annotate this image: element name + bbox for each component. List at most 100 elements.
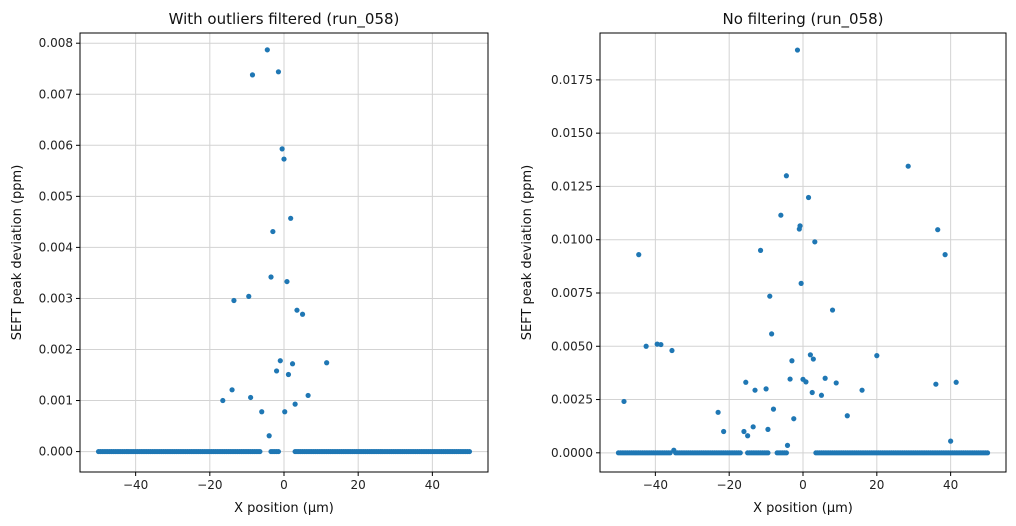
right-data-point	[636, 252, 642, 258]
right-x-tick-label: 20	[869, 478, 884, 492]
right-plot-panel: −40 −20 0 20 40 0.0000 0.0025 0.0050 0.0075 0.01…	[520, 10, 1007, 516]
left-y-tick-label: 0.008	[39, 36, 73, 50]
right-data-point	[797, 223, 803, 229]
right-data-point	[787, 376, 793, 382]
left-data-point	[266, 433, 272, 439]
right-data-point	[874, 353, 880, 359]
right-data-point	[741, 428, 747, 435]
right-data-point	[829, 307, 836, 313]
right-data-point	[833, 380, 839, 386]
left-scatter-points	[95, 47, 473, 455]
right-data-point	[769, 331, 775, 337]
right-chart-title: No filtering (run_058)	[722, 10, 883, 29]
left-data-point	[299, 311, 306, 317]
right-data-point	[763, 386, 769, 392]
left-data-point	[277, 358, 283, 364]
right-data-point	[715, 409, 721, 415]
left-data-point	[305, 392, 311, 399]
right-data-point	[770, 406, 777, 412]
left-data-point	[248, 394, 254, 401]
left-data-point	[220, 397, 226, 404]
right-data-point	[812, 239, 818, 245]
right-data-point	[669, 347, 675, 354]
left-x-ticks: −40 −20 0 20 40	[123, 472, 440, 492]
left-data-point	[249, 72, 256, 78]
right-data-point	[984, 450, 991, 456]
left-data-point	[324, 360, 330, 366]
right-data-point	[798, 280, 804, 287]
right-data-point	[789, 358, 795, 364]
right-data-point	[783, 173, 789, 179]
left-x-tick-label: −40	[123, 478, 148, 492]
right-data-point	[767, 293, 773, 299]
right-data-point	[822, 375, 828, 381]
left-grid	[80, 33, 488, 472]
left-data-point	[466, 448, 473, 455]
right-data-point	[778, 212, 784, 218]
left-data-point	[292, 401, 298, 407]
left-data-point	[270, 228, 276, 235]
right-data-point	[658, 341, 664, 348]
right-y-tick-label: 0.0125	[551, 179, 593, 193]
right-y-tick-label: 0.0175	[551, 73, 593, 87]
right-x-tick-label: 40	[943, 478, 958, 492]
left-data-point	[285, 371, 292, 378]
right-scatter-points	[615, 47, 991, 456]
left-data-point	[288, 215, 294, 221]
left-chart-title: With outliers filtered (run_058)	[169, 10, 400, 29]
right-data-point	[791, 416, 797, 422]
left-y-tick-label: 0.002	[39, 342, 73, 356]
right-data-point	[784, 442, 791, 448]
left-y-tick-label: 0.001	[39, 394, 73, 408]
right-y-tick-label: 0.0025	[551, 393, 593, 407]
right-data-point	[752, 387, 758, 393]
left-y-tick-label: 0.005	[39, 189, 73, 203]
left-data-point	[282, 409, 288, 415]
right-x-axis-label: X position (µm)	[753, 501, 853, 516]
right-data-point	[803, 379, 809, 385]
left-data-point	[231, 297, 237, 304]
left-data-point	[281, 156, 287, 162]
right-data-point	[745, 433, 751, 439]
right-data-point	[765, 426, 771, 432]
left-data-point	[279, 146, 285, 152]
right-data-point	[859, 387, 865, 393]
right-data-point	[794, 47, 801, 53]
right-data-point	[948, 438, 954, 444]
right-x-tick-label: −20	[717, 478, 742, 492]
left-y-ticks: 0.000 0.001 0.002 0.003 0.004 0.005 0.006 0.007…	[39, 36, 80, 459]
left-x-axis-label: X position (µm)	[234, 501, 334, 516]
left-y-axis-label: SEFT peak deviation (ppm)	[10, 165, 25, 341]
right-data-point	[621, 398, 627, 405]
right-data-point	[805, 194, 812, 201]
left-data-point	[257, 448, 263, 455]
right-data-point	[750, 424, 756, 430]
left-y-tick-label: 0.000	[39, 445, 73, 459]
left-data-point	[264, 47, 270, 53]
left-data-point	[229, 387, 235, 393]
right-data-point	[933, 381, 939, 387]
right-data-point	[935, 227, 941, 233]
left-data-point	[268, 274, 274, 280]
right-data-point	[942, 252, 948, 258]
left-data-point	[273, 368, 280, 374]
left-y-tick-label: 0.007	[39, 87, 73, 101]
left-data-point	[275, 448, 282, 455]
right-y-tick-label: 0.0000	[551, 446, 593, 460]
right-data-point	[765, 450, 771, 456]
left-data-point	[289, 361, 296, 367]
right-x-ticks: −40 −20 0 20 40	[643, 472, 958, 492]
right-data-point	[737, 450, 743, 456]
left-data-point	[294, 307, 300, 313]
right-y-axis-label: SEFT peak deviation (ppm)	[520, 165, 535, 341]
right-x-tick-label: 0	[799, 478, 807, 492]
right-y-tick-label: 0.0100	[551, 233, 593, 247]
right-data-point	[807, 352, 813, 358]
right-data-point	[643, 343, 649, 349]
right-data-point	[721, 428, 727, 435]
left-x-tick-label: −20	[197, 478, 222, 492]
right-data-point	[818, 392, 825, 398]
right-data-point	[810, 356, 816, 362]
left-x-tick-label: 40	[425, 478, 440, 492]
